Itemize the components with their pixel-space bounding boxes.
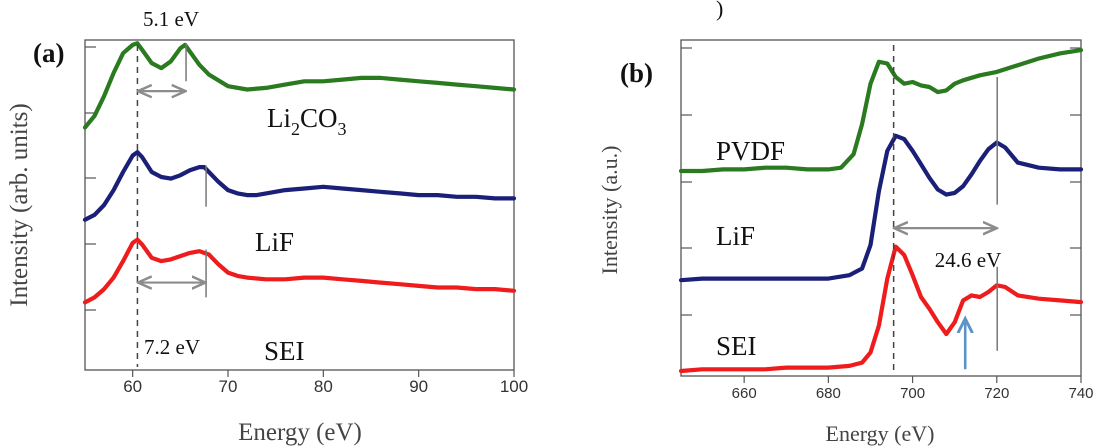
panel-b-y-ticks	[681, 47, 1081, 316]
series-line-0	[678, 48, 1084, 174]
panel-a-annotation-5-1: 5.1 eV	[143, 7, 199, 31]
panel-b-ylabel: Intensity (a.u.)	[597, 146, 622, 275]
panel-a-frame	[84, 39, 515, 371]
panel-b: (b) Intensity (a.u.) Energy (eV) 660 680 7…	[597, 39, 1094, 446]
partial-top-text: )	[716, 0, 723, 21]
series-line-2	[82, 237, 517, 305]
x-tick-label: 90	[409, 377, 428, 396]
panel-b-annotation-24-6: 24.6 eV	[935, 248, 1002, 272]
panel-b-curves	[678, 48, 1084, 374]
panel-a-label: (a)	[33, 38, 64, 68]
panel-b-lif-label: LiF	[716, 221, 755, 251]
panel-a-x-tick-labels: 60 70 80 90 100	[123, 377, 528, 396]
x-tick-label: 680	[816, 385, 841, 402]
panel-b-guides	[894, 45, 998, 373]
x-tick-label: 70	[219, 377, 238, 396]
panel-a-ylabel: Intensity (arb. units)	[6, 103, 33, 306]
panel-b-label: (b)	[620, 58, 653, 88]
x-tick-label: 660	[732, 385, 757, 402]
panel-b-frame	[680, 39, 1082, 377]
svg-text:Li2CO3: Li2CO3	[267, 103, 347, 139]
li2co3-label-part1: Li	[267, 103, 291, 133]
panel-a-lif-label: LiF	[255, 227, 294, 257]
x-tick-label: 700	[900, 385, 925, 402]
panel-a-x-ticks	[132, 370, 515, 377]
x-tick-label: 740	[1068, 385, 1093, 402]
panel-a-sei-label: SEI	[264, 336, 305, 366]
x-tick-label: 100	[500, 377, 528, 396]
panel-a: (a) Intensity (arb. units) Energy (eV) 6…	[6, 7, 528, 446]
li2co3-label-part2: CO	[300, 103, 338, 133]
panel-b-pvdf-label: PVDF	[716, 136, 785, 166]
panel-a-curves	[82, 41, 517, 305]
panel-a-li2co3-label: Li2CO3	[267, 103, 347, 139]
panel-a-guides	[137, 43, 206, 367]
panel-b-sei-label: SEI	[716, 331, 757, 361]
li2co3-label-sub2: 3	[338, 119, 347, 139]
x-tick-label: 720	[984, 385, 1009, 402]
panel-a-xlabel: Energy (eV)	[238, 419, 362, 446]
series-line-0	[82, 41, 517, 130]
panel-b-x-ticks	[743, 376, 1082, 383]
panel-a-y-ticks	[85, 46, 96, 311]
panel-b-xlabel: Energy (eV)	[826, 421, 935, 446]
x-tick-label: 60	[123, 377, 142, 396]
panel-b-x-tick-labels: 660 680 700 720 740	[732, 385, 1094, 402]
series-line-1	[82, 150, 517, 222]
panel-a-annotation-7-2: 7.2 eV	[144, 335, 200, 359]
li2co3-label-sub1: 2	[291, 119, 300, 139]
x-tick-label: 80	[314, 377, 333, 396]
